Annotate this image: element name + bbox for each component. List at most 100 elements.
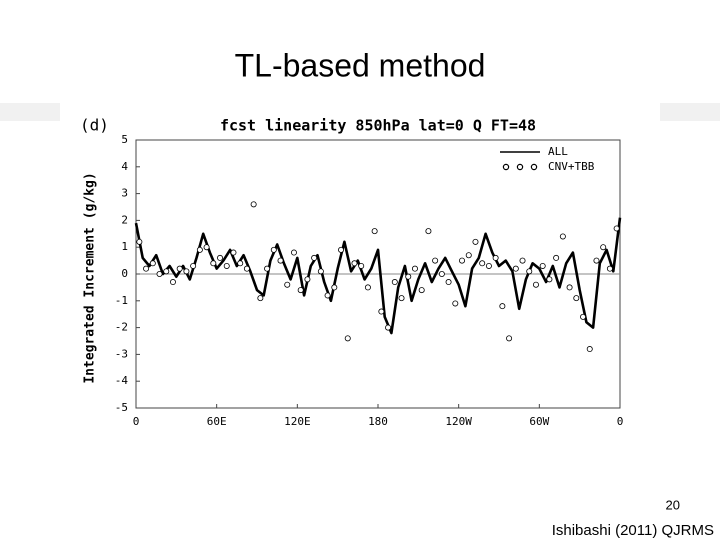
- data-point: [270, 246, 277, 253]
- data-point: [580, 313, 587, 320]
- data-point: [163, 268, 170, 275]
- x-tick-label: 0: [617, 415, 624, 428]
- data-point: [411, 265, 418, 272]
- x-tick-label: 0: [133, 415, 140, 428]
- data-point: [230, 249, 237, 256]
- data-point: [183, 268, 190, 275]
- data-point: [586, 346, 593, 353]
- y-tick-label: 3: [121, 187, 128, 200]
- data-point: [331, 284, 338, 291]
- data-point: [519, 257, 526, 264]
- data-point: [290, 249, 297, 256]
- y-tick-label: 1: [121, 240, 128, 253]
- data-point: [512, 265, 519, 272]
- data-point: [217, 254, 224, 261]
- x-tick-label: 120W: [445, 415, 472, 428]
- data-point: [257, 295, 264, 302]
- data-point: [169, 279, 176, 286]
- slide-title: TL-based method: [235, 47, 486, 83]
- data-point: [136, 238, 143, 245]
- data-point: [418, 287, 425, 294]
- data-point: [223, 262, 230, 269]
- data-point: [438, 270, 445, 277]
- page-number: 20: [666, 497, 680, 512]
- data-point: [485, 262, 492, 269]
- y-tick-label: 4: [121, 160, 128, 173]
- data-point: [472, 238, 479, 245]
- data-point: [317, 268, 324, 275]
- x-tick-label: 180: [368, 415, 388, 428]
- data-point: [553, 254, 560, 261]
- y-tick-label: -4: [115, 374, 129, 387]
- data-point: [613, 225, 620, 232]
- data-point: [566, 284, 573, 291]
- data-point: [452, 300, 459, 307]
- data-point: [243, 265, 250, 272]
- data-point: [459, 257, 466, 264]
- data-point: [546, 276, 553, 283]
- data-point: [593, 257, 600, 264]
- data-point: [237, 260, 244, 267]
- data-point: [338, 246, 345, 253]
- data-point: [358, 262, 365, 269]
- data-point: [351, 260, 358, 267]
- y-tick-label: -3: [115, 347, 128, 360]
- data-point: [526, 268, 533, 275]
- panel-label: (d): [80, 116, 109, 135]
- x-tick-label: 60E: [207, 415, 227, 428]
- data-point: [311, 254, 318, 261]
- data-point: [203, 244, 210, 251]
- x-tick-label: 60W: [529, 415, 549, 428]
- data-point: [606, 265, 613, 272]
- data-point: [149, 260, 156, 267]
- data-point: [600, 244, 607, 251]
- legend-label: CNV+TBB: [548, 160, 595, 173]
- data-point: [425, 228, 432, 235]
- data-point: [364, 284, 371, 291]
- x-tick-label: 120E: [284, 415, 311, 428]
- data-point: [432, 257, 439, 264]
- chart-title: fcst linearity 850hPa lat=0 Q FT=48: [220, 117, 536, 135]
- data-point: [277, 257, 284, 264]
- data-point: [156, 270, 163, 277]
- y-tick-label: 0: [121, 267, 128, 280]
- y-tick-label: 2: [121, 213, 128, 226]
- y-tick-label: -2: [115, 321, 128, 334]
- data-point: [176, 265, 183, 272]
- legend-marker: [530, 163, 538, 171]
- data-point: [398, 295, 405, 302]
- data-point: [324, 292, 331, 299]
- y-tick-label: 5: [121, 133, 128, 146]
- data-point: [465, 252, 472, 259]
- data-point: [297, 287, 304, 294]
- data-point: [559, 233, 566, 240]
- data-point: [445, 279, 452, 286]
- data-point: [378, 308, 385, 315]
- data-point: [190, 262, 197, 269]
- data-point: [391, 279, 398, 286]
- data-point: [371, 228, 378, 235]
- legend-marker: [516, 163, 524, 171]
- data-point: [479, 260, 486, 267]
- data-point: [506, 335, 513, 342]
- data-point: [532, 281, 539, 288]
- legend-marker: [502, 163, 510, 171]
- data-point: [284, 281, 291, 288]
- data-point: [143, 265, 150, 272]
- citation: Ishibashi (2011) QJRMS: [552, 522, 714, 539]
- y-axis-label: Integrated Increment (g/kg): [83, 172, 98, 383]
- data-point: [385, 324, 392, 331]
- legend-label: ALL: [548, 145, 568, 158]
- data-point: [492, 254, 499, 261]
- data-point: [539, 262, 546, 269]
- data-point: [264, 265, 271, 272]
- data-point: [196, 246, 203, 253]
- data-point: [405, 273, 412, 280]
- data-point: [499, 303, 506, 310]
- y-tick-label: -5: [115, 401, 128, 414]
- data-line: [134, 217, 622, 335]
- data-point: [210, 260, 217, 267]
- data-point: [304, 276, 311, 283]
